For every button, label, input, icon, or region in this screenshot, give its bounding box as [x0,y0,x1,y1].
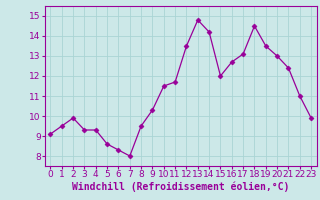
X-axis label: Windchill (Refroidissement éolien,°C): Windchill (Refroidissement éolien,°C) [72,182,290,192]
